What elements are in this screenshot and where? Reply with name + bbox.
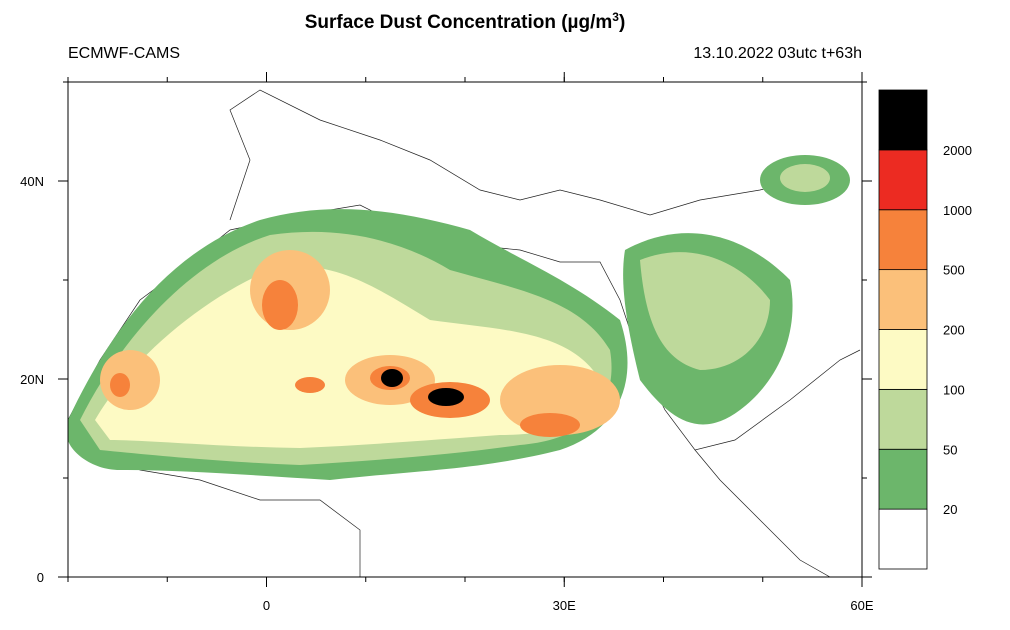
map-area — [68, 89, 861, 577]
colorbar-label: 100 — [943, 382, 965, 397]
colorbar-box — [878, 149, 928, 211]
lat-tick-label: 20N — [20, 372, 44, 387]
title-text: Surface Dust Concentration (µg/m — [305, 12, 613, 33]
lon-tick-label: 0 — [263, 598, 270, 613]
colorbar-label: 200 — [943, 323, 965, 338]
title-superscript: 3 — [612, 10, 619, 24]
forecast-time: 13.10.2022 03utc t+63h — [693, 45, 862, 62]
lat-tick-label: 40N — [20, 174, 44, 189]
lon-tick-label: 60E — [850, 598, 873, 613]
model-label: ECMWF-CAMS — [68, 45, 180, 62]
colorbar-box — [878, 209, 928, 271]
colorbar-box — [878, 329, 928, 390]
title-close: ) — [619, 12, 625, 33]
colorbar-label: 50 — [943, 442, 957, 457]
colorbar: 20 50 100 200 500 1000 2000 — [878, 89, 972, 570]
colorbar-label: 500 — [943, 263, 965, 278]
colorbar-box — [878, 508, 928, 570]
colorbar-box — [878, 269, 928, 330]
title: Surface Dust Concentration (µg/m3) — [305, 10, 626, 33]
lat-tick-label: 0 — [37, 570, 44, 585]
colorbar-box — [878, 448, 928, 510]
colorbar-box — [878, 388, 928, 450]
colorbar-box — [878, 89, 928, 151]
colorbar-label: 20 — [943, 502, 957, 517]
colorbar-label: 1000 — [943, 203, 972, 218]
axes: 0 30E 60E 0 20N 40N — [20, 72, 874, 613]
dust-field — [68, 155, 850, 480]
lon-tick-label: 30E — [553, 598, 576, 613]
colorbar-label: 2000 — [943, 143, 972, 158]
